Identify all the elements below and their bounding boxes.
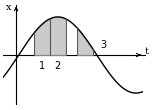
Text: x: x [6,3,11,12]
Text: 2: 2 [55,61,61,72]
Text: 3: 3 [101,40,107,50]
Text: t: t [145,47,149,56]
Text: 1: 1 [39,61,45,72]
